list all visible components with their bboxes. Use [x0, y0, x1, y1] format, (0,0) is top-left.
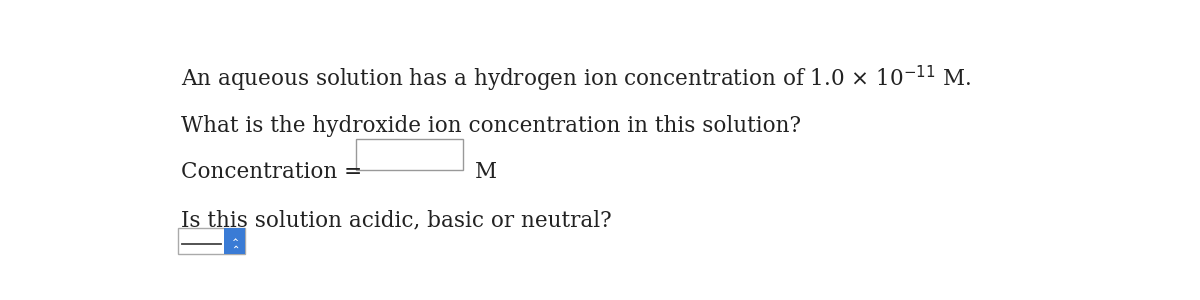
FancyBboxPatch shape [224, 228, 245, 254]
FancyBboxPatch shape [178, 228, 245, 254]
Text: Concentration =: Concentration = [181, 161, 362, 183]
Text: Is this solution acidic, basic or neutral?: Is this solution acidic, basic or neutra… [181, 209, 611, 231]
Text: An aqueous solution has a hydrogen ion concentration of 1.0 $\times$ 10$^{-11}$ : An aqueous solution has a hydrogen ion c… [181, 64, 971, 94]
Text: M: M [474, 161, 497, 183]
Text: ‸: ‸ [232, 231, 238, 241]
Text: What is the hydroxide ion concentration in this solution?: What is the hydroxide ion concentration … [181, 115, 800, 136]
Text: ‹: ‹ [229, 244, 240, 248]
FancyBboxPatch shape [356, 139, 463, 170]
